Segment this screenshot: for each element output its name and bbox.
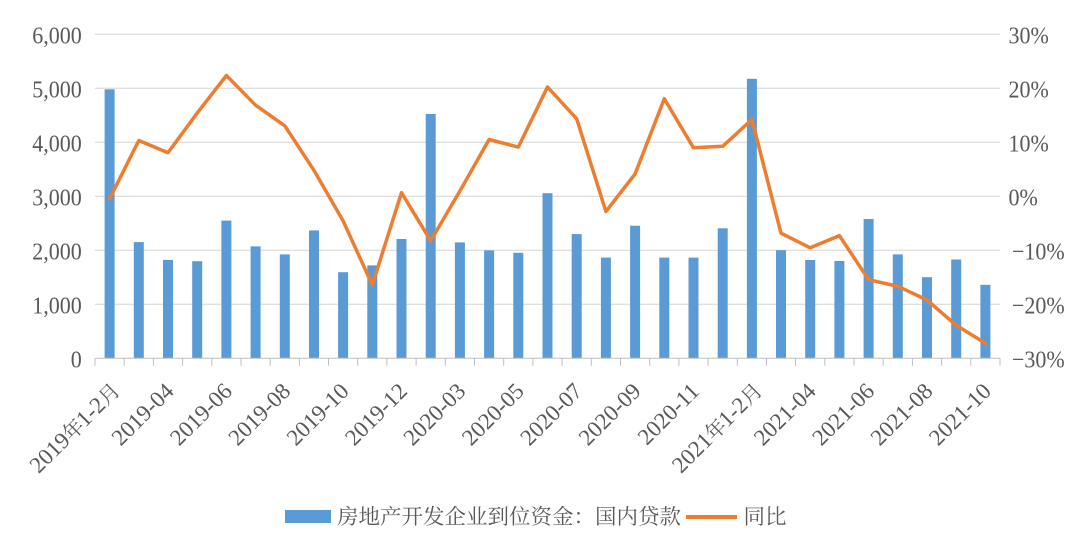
svg-text:−30%: −30% <box>1012 346 1065 373</box>
svg-text:4,000: 4,000 <box>32 130 81 157</box>
svg-text:0%: 0% <box>1009 184 1038 211</box>
svg-text:−20%: −20% <box>1012 292 1065 319</box>
svg-text:1,000: 1,000 <box>32 292 81 319</box>
svg-text:20%: 20% <box>1009 76 1049 103</box>
svg-text:3,000: 3,000 <box>32 184 81 211</box>
svg-text:5,000: 5,000 <box>32 76 81 103</box>
svg-text:6,000: 6,000 <box>32 22 81 49</box>
svg-text:10%: 10% <box>1009 130 1049 157</box>
svg-text:2,000: 2,000 <box>32 238 81 265</box>
svg-text:0: 0 <box>71 346 82 373</box>
svg-text:−10%: −10% <box>1012 238 1065 265</box>
svg-text:30%: 30% <box>1009 22 1049 49</box>
